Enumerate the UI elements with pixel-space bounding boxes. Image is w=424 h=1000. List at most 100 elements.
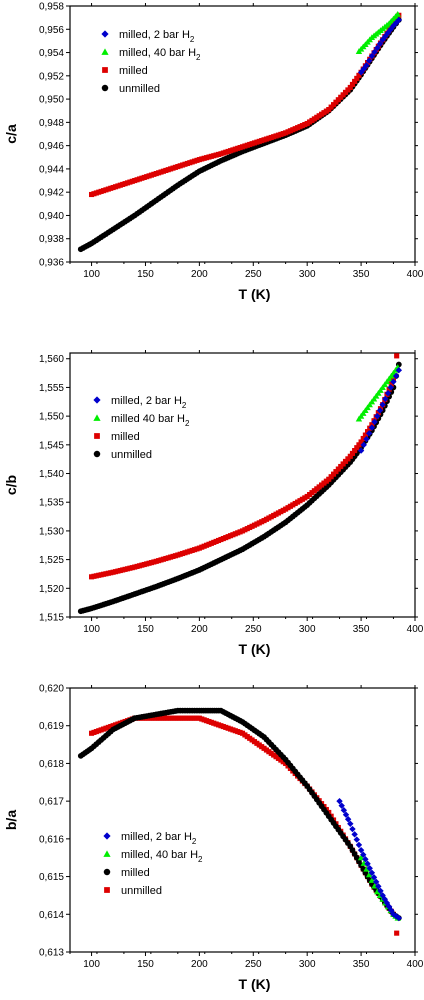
data-point: [383, 899, 391, 907]
legend-marker: [101, 48, 109, 55]
x-tick-label: 100: [83, 959, 100, 970]
y-tick-label: 0,618: [39, 759, 64, 770]
data-point: [344, 816, 352, 823]
y-tick-label: 0,616: [39, 834, 64, 845]
x-tick-label: 400: [407, 269, 424, 280]
x-axis-title: T (K): [239, 641, 271, 657]
chart-b-over-a: 100 150 200 250 300 350 400 0,613 0,614 0,615 0,61…: [3, 684, 424, 993]
y-tick-label: 0,936: [39, 258, 64, 269]
data-point: [372, 878, 380, 886]
y-tick-label: 1,555: [39, 383, 64, 394]
series-1: [355, 10, 401, 54]
series-0: [357, 367, 403, 454]
y-tick-label: 0,950: [39, 95, 64, 106]
data-point: [395, 914, 403, 922]
x-tick-label: 300: [299, 269, 316, 280]
data-point: [388, 907, 395, 914]
plot-area: [77, 353, 403, 615]
legend-label: milled, 2 bar H2: [111, 395, 187, 410]
y-tick-label: 0,614: [39, 910, 64, 921]
y-axis-title: c/a: [3, 124, 19, 144]
legend-marker: [103, 832, 111, 840]
y-tick-label: 1,540: [39, 469, 64, 480]
x-tick-label: 150: [137, 959, 154, 970]
x-tick-label: 200: [191, 624, 208, 635]
legend: milled, 2 bar H2 milled, 40 bar H2 milled u…: [101, 29, 201, 95]
x-tick-label: 300: [299, 624, 316, 635]
plot-frame: [69, 5, 416, 263]
chart-panel-c-over-b: 100 150 200 250 300 350 400 1,515 1,520 1,525 1,53…: [0, 335, 424, 665]
chart-panel-b-over-a: 100 150 200 250 300 350 400 0,613 0,614 0,615 0,61…: [0, 670, 424, 1000]
x-tick-label: 350: [353, 624, 370, 635]
data-point: [360, 851, 367, 858]
legend-marker: [101, 84, 109, 92]
legend-label: milled: [111, 431, 140, 443]
y-tick-label: 1,530: [39, 526, 64, 537]
data-point: [394, 930, 400, 936]
data-point: [385, 903, 393, 910]
legend-marker: [104, 887, 110, 893]
data-point: [368, 52, 376, 60]
y-tick-label: 0,956: [39, 25, 64, 36]
y-tick-label: 1,560: [39, 354, 64, 365]
legend-marker: [93, 414, 101, 421]
y-tick-label: 0,940: [39, 211, 64, 222]
data-point: [394, 353, 400, 359]
data-point: [382, 33, 389, 40]
data-point: [360, 435, 366, 442]
data-point: [338, 802, 345, 809]
data-point: [358, 439, 364, 445]
data-point: [388, 381, 394, 387]
legend-marker: [93, 396, 101, 404]
y-tick-label: 0,944: [39, 164, 64, 175]
data-point: [395, 16, 403, 24]
x-tick-label: 250: [245, 624, 262, 635]
y-tick-label: 1,550: [39, 412, 64, 423]
legend-label: milled, 2 bar H2: [119, 29, 195, 44]
data-point: [347, 84, 353, 91]
data-point: [365, 59, 371, 66]
x-tick-label: 400: [407, 959, 424, 970]
data-point: [390, 378, 397, 385]
legend-marker: [103, 850, 111, 857]
data-point: [368, 424, 376, 431]
x-tick-label: 200: [191, 269, 208, 280]
data-point: [357, 447, 365, 454]
data-point: [376, 40, 384, 48]
y-tick-label: 0,615: [39, 872, 64, 883]
y-tick-label: 0,613: [39, 948, 64, 959]
x-tick-label: 400: [407, 624, 424, 635]
data-point: [363, 435, 370, 443]
legend: milled, 2 bar H2 milled, 40 bar H2 milled u…: [103, 831, 203, 897]
legend-label: unmilled: [121, 885, 162, 897]
data-point: [365, 429, 371, 435]
data-point: [371, 418, 378, 426]
data-point: [349, 81, 356, 87]
data-point: [371, 48, 378, 56]
legend-marker: [103, 868, 111, 876]
data-point: [360, 65, 367, 73]
x-tick-label: 350: [353, 269, 370, 280]
y-tick-label: 1,515: [39, 613, 64, 624]
data-point: [374, 888, 381, 895]
y-tick-label: 0,619: [39, 721, 64, 732]
data-point: [374, 412, 381, 420]
y-tick-label: 0,620: [39, 684, 64, 695]
series-0: [336, 797, 403, 922]
legend-marker: [93, 450, 101, 458]
data-point: [366, 865, 373, 872]
data-point: [365, 871, 373, 878]
data-point: [356, 72, 362, 78]
series-0: [357, 16, 403, 76]
legend-label: milled, 2 bar H2: [121, 831, 197, 846]
data-point: [365, 430, 373, 437]
x-axis-title: T (K): [239, 976, 271, 992]
y-tick-label: 1,520: [39, 584, 64, 595]
data-point: [363, 865, 370, 872]
data-point: [384, 389, 392, 397]
legend: milled, 2 bar H2 milled 40 bar H2 milled un…: [93, 395, 190, 461]
data-point: [354, 75, 360, 81]
plot-area: [77, 10, 403, 253]
legend-label: unmilled: [119, 83, 160, 95]
data-point: [392, 372, 400, 380]
